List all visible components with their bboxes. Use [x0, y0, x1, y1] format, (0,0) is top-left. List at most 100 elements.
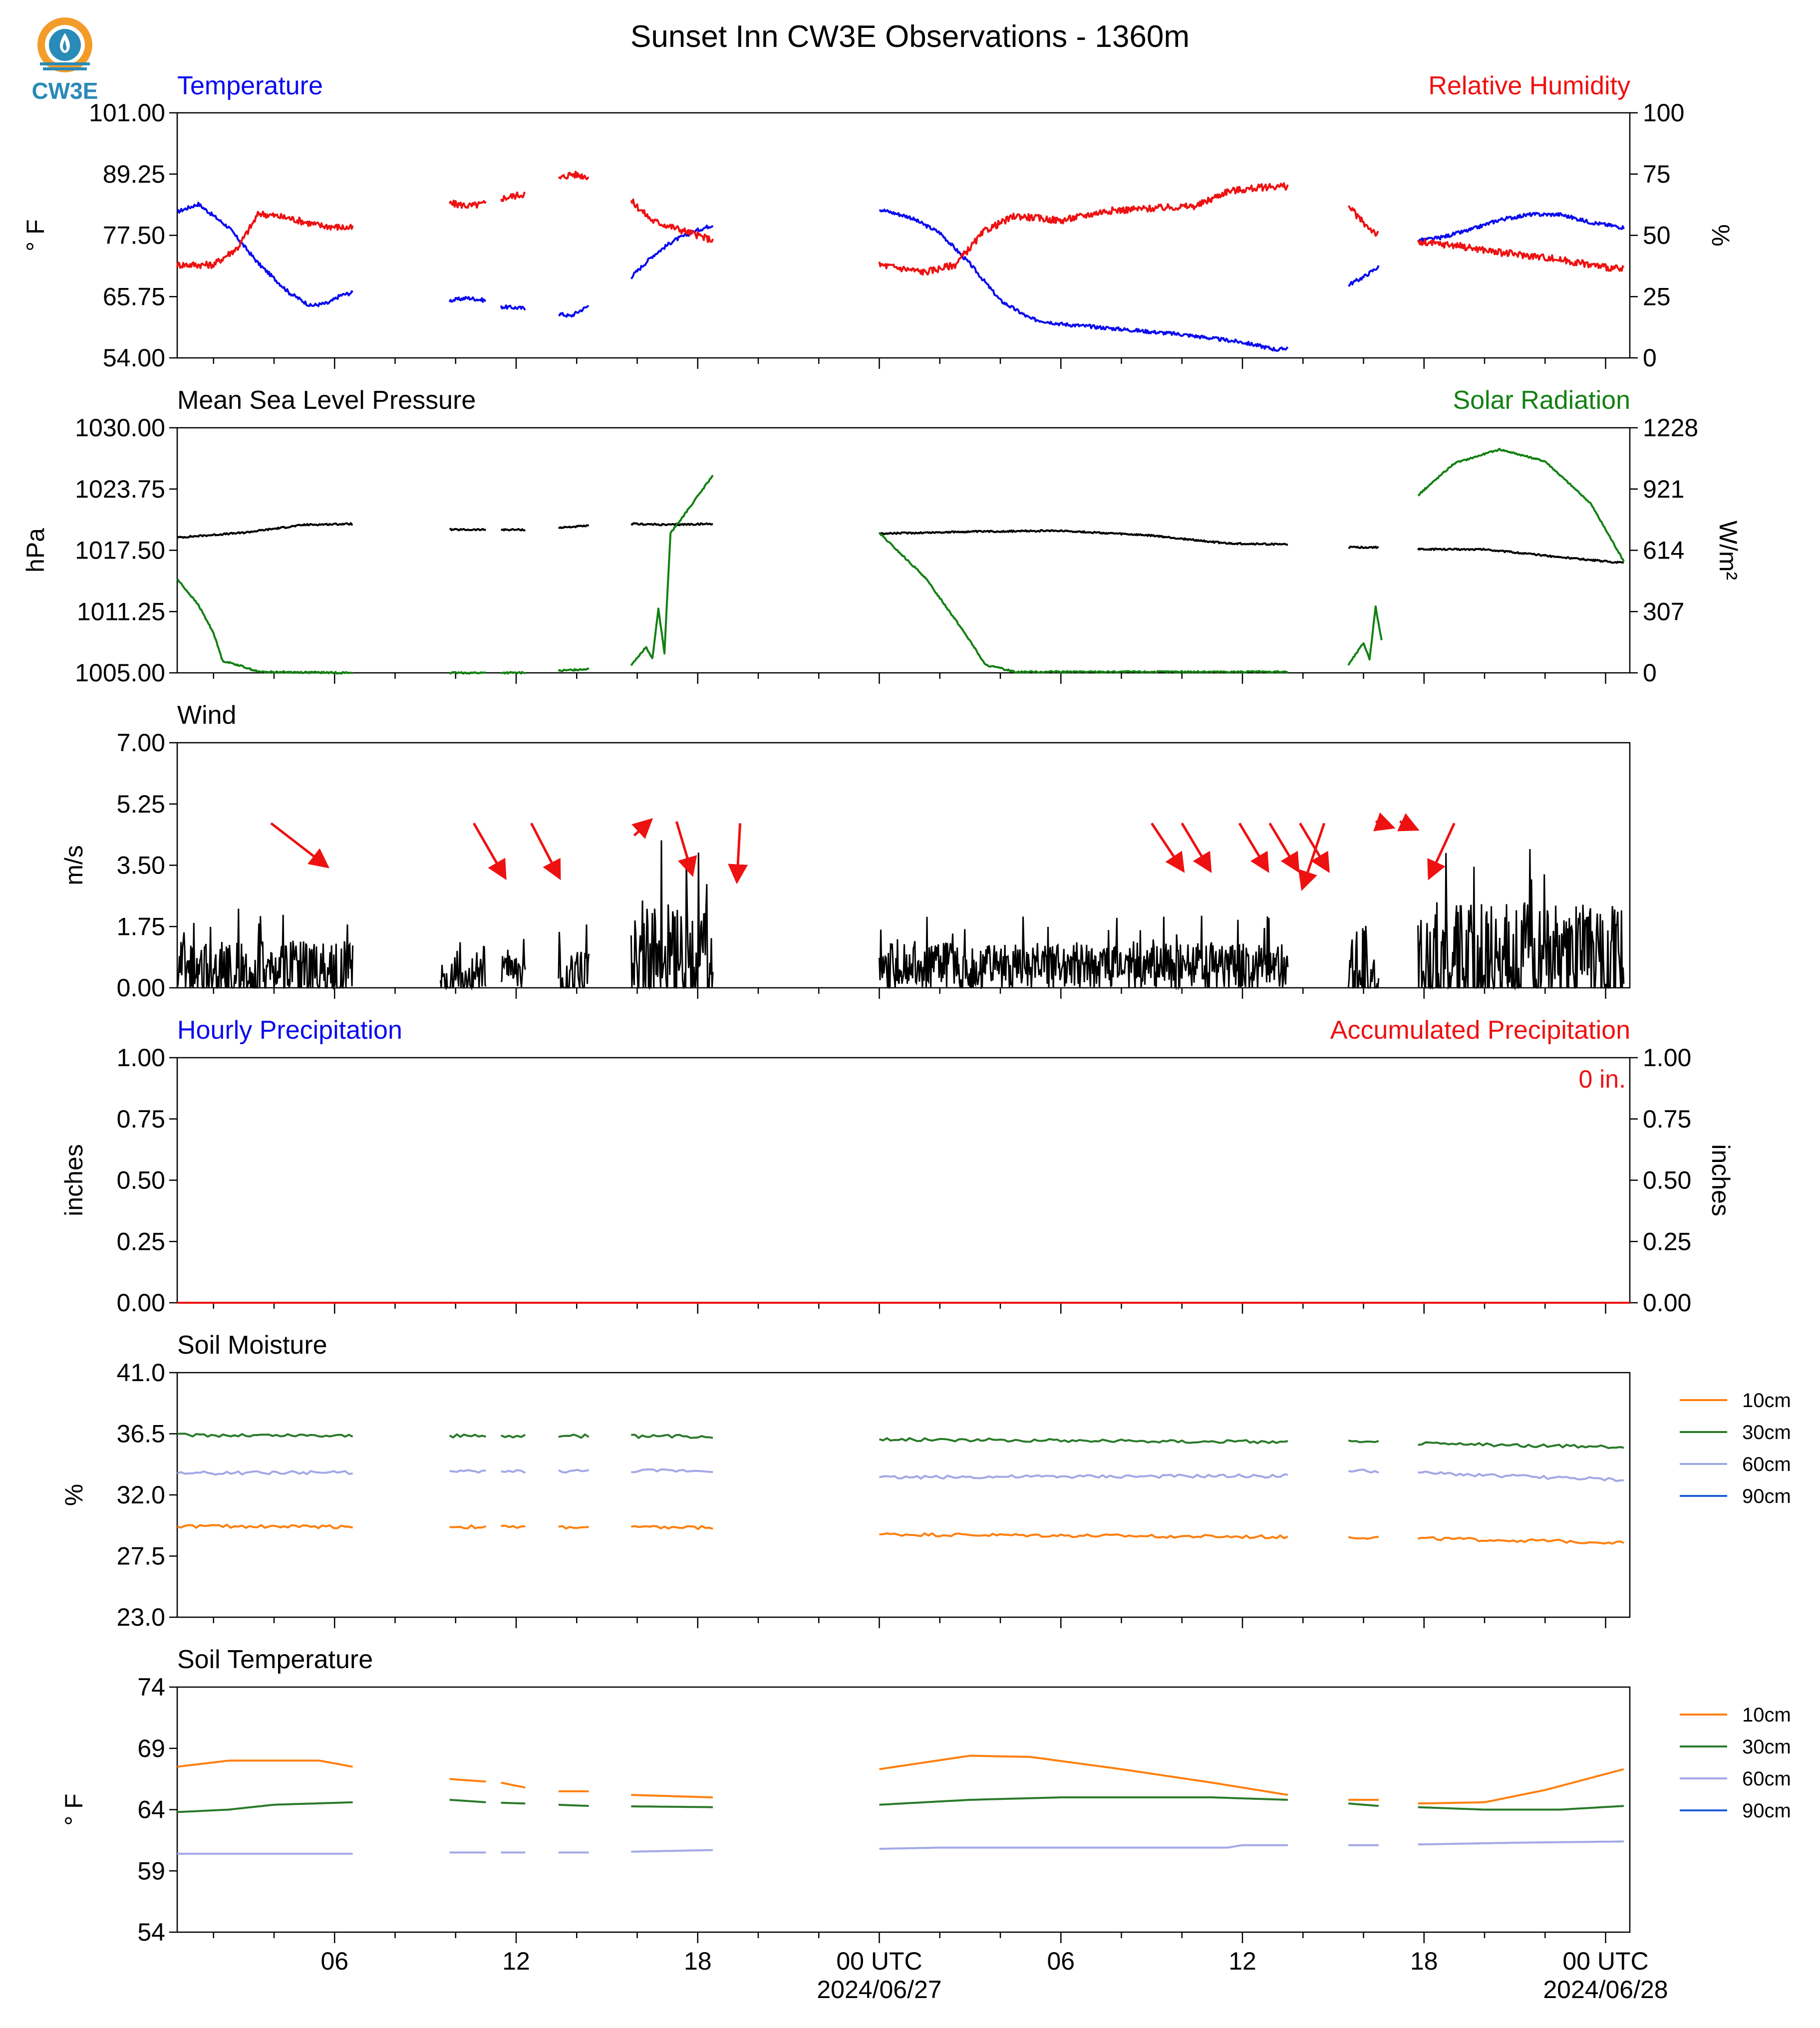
temperature-line	[879, 208, 1289, 352]
solar-radiation-line	[1418, 448, 1625, 562]
wind-speed-line	[630, 840, 714, 990]
y-tick-label: 32.0	[117, 1481, 165, 1509]
soil_temp-30cm-line	[501, 1801, 526, 1805]
wind-speed-line	[176, 908, 354, 990]
soil_temp-frame	[176, 1686, 1631, 1933]
pressure-panel: 1005.00 1011.25 1017.50 1023.75 1030.00 0 307 6…	[21, 414, 1742, 687]
precip-y2label: inches	[1707, 1144, 1735, 1216]
soil_temp-30cm-line	[449, 1798, 486, 1803]
wind-direction-arrow	[270, 822, 329, 869]
soil_temp-ylabel: ° F	[60, 1793, 88, 1825]
x-tick-label: 18	[684, 1947, 712, 1975]
soil_moisture-10cm-line	[1348, 1535, 1379, 1540]
y2-tick-label: 307	[1643, 597, 1684, 625]
soil_moisture-10cm-line	[449, 1524, 487, 1530]
temperature-frame	[176, 112, 1631, 359]
soil_moisture-30cm-line	[558, 1433, 590, 1439]
wind-direction-arrow	[1151, 822, 1185, 873]
accumulated-precip-total: 0 in.	[1578, 1065, 1626, 1093]
solar-radiation-title: Solar Radiation	[1453, 386, 1630, 415]
relative-humidity-line	[558, 170, 590, 181]
soil_moisture-60cm-line	[449, 1469, 486, 1474]
wind-direction-arrow	[1298, 823, 1326, 891]
soil_temp-10cm-line	[1418, 1768, 1624, 1805]
y-tick-label: 0.50	[117, 1166, 165, 1194]
logo-text: CW3E	[32, 78, 98, 104]
solar-radiation-line	[449, 671, 486, 675]
temperature-line	[500, 304, 526, 311]
wind-speed-line	[879, 915, 1289, 991]
wind-direction-arrow	[1181, 823, 1212, 873]
soil_temp-10cm-line	[177, 1759, 353, 1768]
y-tick-label: 0.75	[117, 1105, 165, 1133]
y-tick-label: 5.25	[117, 790, 165, 818]
relative-humidity-line	[448, 199, 487, 209]
soil_moisture-60cm-line	[879, 1473, 1288, 1480]
soil_temp-60cm-line	[879, 1844, 1288, 1850]
logo-icon	[37, 17, 92, 72]
soil_moisture-60cm-line	[177, 1470, 353, 1476]
y2-tick-label: 0.25	[1643, 1227, 1691, 1255]
y-tick-label: 64	[137, 1796, 165, 1824]
mean-sea-level-pressure-line	[1417, 548, 1624, 564]
mean-sea-level-pressure-line	[449, 528, 486, 532]
y-tick-label: 0.00	[117, 1289, 165, 1317]
y-tick-label: 59	[137, 1857, 165, 1885]
soil_temp-10cm-line	[631, 1794, 713, 1798]
x-tick-label: 00 UTC	[1562, 1947, 1648, 1975]
mean-sea-level-pressure-line	[879, 529, 1288, 546]
soil_temp-30cm-line	[177, 1801, 353, 1813]
temperature-line	[1348, 265, 1380, 287]
figure-title: Sunset Inn CW3E Observations - 1360m	[630, 19, 1190, 54]
y-tick-label: 27.5	[117, 1542, 165, 1570]
wind-title: Wind	[177, 701, 237, 730]
y-tick-label: 77.50	[103, 222, 165, 250]
temperature-line	[448, 295, 486, 303]
y-tick-label: 41.0	[117, 1359, 165, 1387]
soil_moisture-10cm-line	[501, 1524, 526, 1529]
y-tick-label: 1.75	[117, 912, 165, 940]
y2-tick-label: 100	[1643, 99, 1684, 127]
y2-tick-label: 614	[1643, 537, 1684, 565]
precip-ylabel: inches	[60, 1144, 88, 1216]
wind-direction-arrow	[1238, 823, 1269, 873]
soil_moisture-10cm-line	[631, 1525, 713, 1530]
y-tick-label: 1011.25	[77, 597, 165, 625]
legend-label-10cm: 10cm	[1742, 1704, 1791, 1726]
mean-sea-level-pressure-line	[558, 524, 590, 530]
soil_temp-10cm-line	[501, 1781, 526, 1789]
y2-tick-label: 921	[1643, 475, 1684, 503]
y-tick-label: 1.00	[117, 1044, 165, 1072]
x-tick-date-label: 2024/06/28	[1543, 1976, 1668, 2004]
legend-label-10cm: 10cm	[1742, 1390, 1791, 1412]
y2-tick-label: 0	[1643, 344, 1657, 372]
soil-temperature-title: Soil Temperature	[177, 1645, 373, 1674]
accumulated-precip-title: Accumulated Precipitation	[1330, 1016, 1630, 1045]
solar-radiation-line	[878, 532, 1288, 674]
soil_moisture-60cm-line	[1348, 1468, 1379, 1474]
soil_temp-60cm-line	[631, 1849, 713, 1853]
y2-tick-label: 0.50	[1643, 1166, 1691, 1194]
wind-direction-arrow	[1397, 813, 1420, 832]
y-tick-label: 7.00	[117, 729, 165, 757]
hourly-precip-title: Hourly Precipitation	[177, 1016, 402, 1045]
mean-sea-level-pressure-line	[1348, 546, 1379, 549]
soil_moisture-60cm-line	[558, 1468, 590, 1474]
soil_moisture-30cm-line	[879, 1437, 1288, 1445]
wind-ylabel: m/s	[60, 845, 88, 885]
wind-direction-arrow	[1268, 823, 1300, 873]
y-tick-label: 0.25	[117, 1227, 165, 1255]
temperature-line	[1417, 212, 1625, 243]
soil_moisture-30cm-line	[631, 1434, 713, 1440]
legend-label-90cm: 90cm	[1742, 1800, 1791, 1822]
y-tick-label: 101.00	[89, 99, 165, 127]
pressure-title: Mean Sea Level Pressure	[177, 386, 476, 415]
temperature-y2label: %	[1707, 224, 1735, 246]
x-tick-label: 18	[1410, 1947, 1438, 1975]
soil_temp-30cm-line	[1418, 1805, 1624, 1811]
soil_temp-30cm-line	[1348, 1802, 1379, 1807]
temperature-panel: 54.00 65.75 77.50 89.25 101.00 0 25 50 75 100 ° F%	[21, 99, 1735, 372]
soil_moisture-frame	[176, 1372, 1631, 1618]
relative-humidity-title: Relative Humidity	[1428, 71, 1630, 100]
